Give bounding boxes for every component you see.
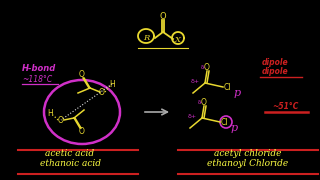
Text: H: H	[47, 109, 53, 118]
Text: H: H	[109, 80, 115, 89]
Text: O: O	[160, 12, 166, 21]
Text: ~118°C: ~118°C	[22, 75, 52, 84]
Text: Cl: Cl	[223, 82, 231, 91]
Text: ~51°C: ~51°C	[272, 102, 298, 111]
Text: O: O	[99, 87, 105, 96]
Text: ethanoyl Chloride: ethanoyl Chloride	[207, 159, 289, 168]
Text: O: O	[79, 69, 85, 78]
Text: δ-: δ-	[197, 100, 203, 105]
Text: δ+: δ+	[188, 114, 196, 118]
Text: acetyl chloride: acetyl chloride	[214, 150, 282, 159]
Text: O: O	[79, 127, 85, 136]
Text: dipole: dipole	[262, 66, 289, 75]
Text: X: X	[175, 36, 181, 44]
Text: O: O	[58, 116, 64, 125]
Text: p: p	[230, 123, 237, 133]
Text: H-bond: H-bond	[22, 64, 56, 73]
Text: δ+: δ+	[190, 78, 200, 84]
Text: dipole: dipole	[262, 57, 289, 66]
Text: O: O	[201, 98, 207, 107]
Text: ethanoic acid: ethanoic acid	[39, 159, 100, 168]
Text: δ-: δ-	[200, 64, 206, 69]
Text: O: O	[204, 62, 210, 71]
Text: R: R	[143, 34, 149, 42]
Text: acetic acid: acetic acid	[45, 150, 95, 159]
Text: p: p	[233, 88, 241, 98]
Text: Cl: Cl	[220, 118, 228, 127]
